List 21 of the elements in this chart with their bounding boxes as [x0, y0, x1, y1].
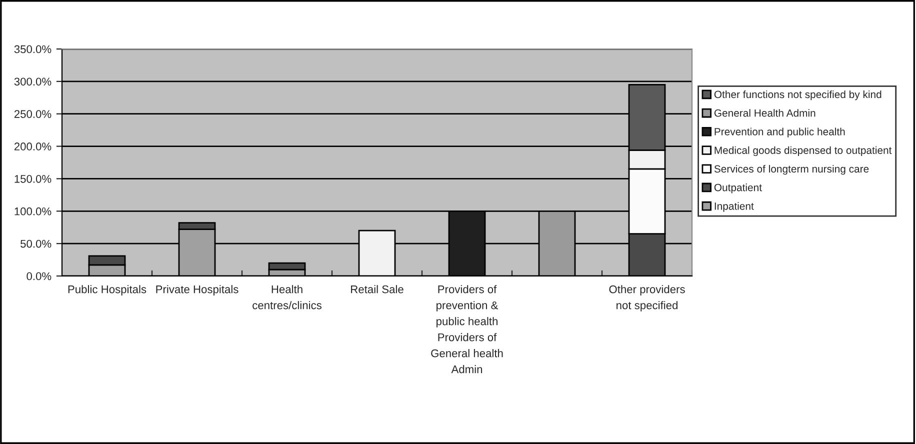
y-tick-label: 50.0%: [20, 240, 52, 248]
x-tick-label: Health centres/clinics: [252, 285, 322, 310]
x-tick-label: Other providers not specified: [609, 285, 685, 312]
legend-label: General Health Admin: [714, 109, 816, 117]
y-tick-label: 250.0%: [14, 110, 52, 118]
y-tick-label: 300.0%: [14, 78, 52, 86]
legend-label: Medical goods dispensed to outpatient: [714, 146, 892, 156]
y-tick-label: 100.0%: [14, 207, 52, 216]
y-tick-label: 0.0%: [26, 272, 52, 280]
legend-label: Services of longterm nursing care: [714, 164, 869, 175]
legend-label: Prevention and public health: [714, 128, 845, 138]
x-tick-label: Public Hospitals: [68, 285, 146, 296]
x-tick-label: Retail Sale: [351, 285, 404, 294]
x-tick-label: Private Hospitals: [156, 285, 238, 296]
legend-label: Other functions not specified by kind: [714, 90, 882, 100]
x-tick-label: Providers of prevention & public health Providers of General health Admin: [431, 285, 503, 374]
legend-label: Inpatient: [714, 202, 754, 212]
y-tick-label: 150.0%: [14, 174, 52, 183]
y-tick-label: 200.0%: [14, 142, 52, 150]
legend-label: Outpatient: [714, 184, 762, 194]
y-tick-label: 350.0%: [14, 45, 52, 54]
